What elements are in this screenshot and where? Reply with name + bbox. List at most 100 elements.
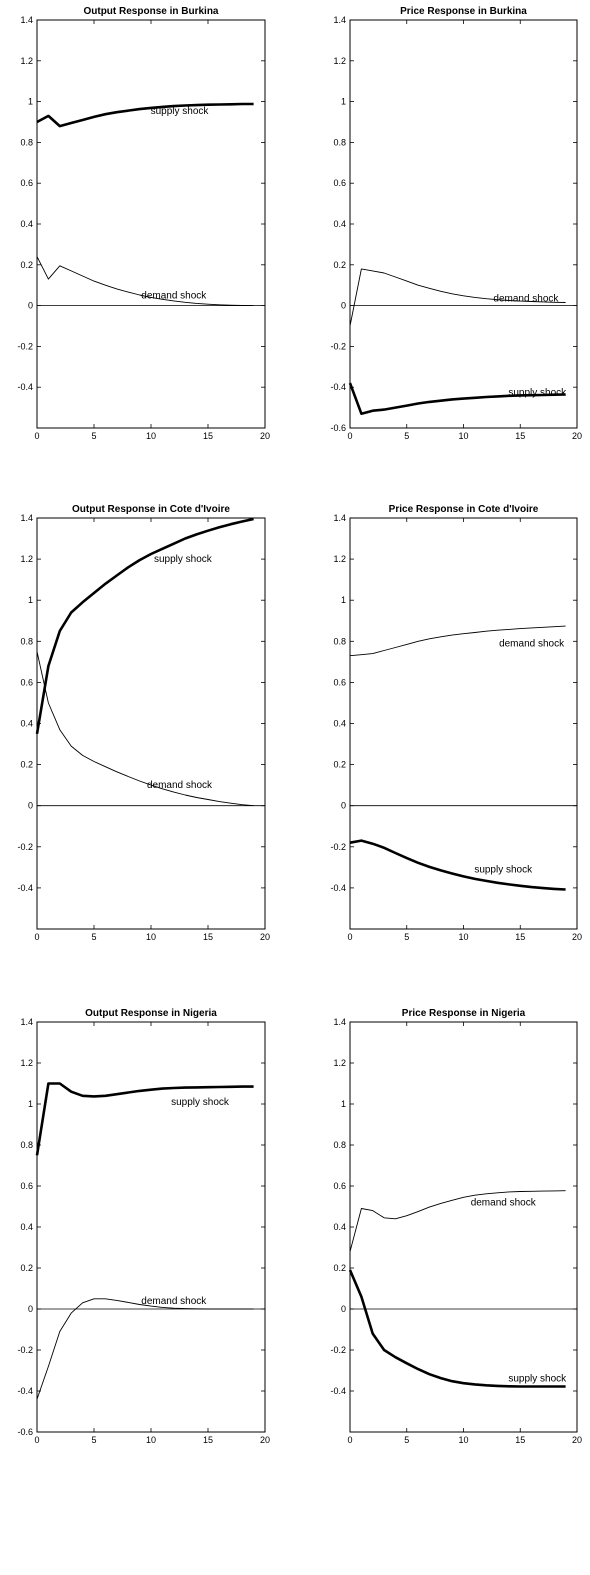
y-tick-label: 1.2 bbox=[333, 56, 346, 66]
axes-frame bbox=[36, 517, 266, 930]
x-tick-label: 15 bbox=[515, 1435, 525, 1445]
series-annotation: demand shock bbox=[141, 290, 207, 301]
y-tick-label: 0.8 bbox=[333, 137, 346, 147]
y-tick-label: 1.2 bbox=[20, 554, 33, 564]
chart-title: Output Response in Burkina bbox=[83, 6, 218, 17]
x-tick-label: 10 bbox=[146, 932, 156, 942]
x-tick-label: 0 bbox=[347, 431, 352, 441]
y-tick-label: 0.4 bbox=[333, 719, 346, 729]
x-tick-label: 20 bbox=[572, 1435, 582, 1445]
y-tick-label: -0.2 bbox=[330, 842, 346, 852]
y-tick-label: 0.4 bbox=[20, 719, 33, 729]
y-tick-label: 0.6 bbox=[20, 1181, 33, 1191]
y-tick-label: 1 bbox=[341, 97, 346, 107]
y-tick-label: 0.2 bbox=[20, 260, 33, 270]
y-tick-label: 1.4 bbox=[20, 513, 33, 523]
y-tick-label: 1.4 bbox=[333, 513, 346, 523]
y-tick-label: 0.4 bbox=[333, 219, 346, 229]
x-tick-label: 20 bbox=[260, 431, 270, 441]
series-annotation: supply shock bbox=[474, 864, 533, 875]
y-tick-label: 0.6 bbox=[333, 1181, 346, 1191]
demand-shock-line bbox=[36, 651, 254, 807]
y-tick-label: 1.2 bbox=[333, 554, 346, 564]
y-tick-label: 0.8 bbox=[333, 636, 346, 646]
chart-panel: Output Response in Nigeria -0.6 -0.4 -0.2 0 0… bbox=[17, 1008, 270, 1445]
supply-shock-line bbox=[348, 1269, 566, 1388]
x-tick-label: 0 bbox=[347, 1435, 352, 1445]
series-annotation: demand shock bbox=[493, 293, 559, 304]
demand-shock-line bbox=[349, 625, 566, 657]
chart-title: Output Response in Nigeria bbox=[85, 1008, 217, 1019]
x-tick-label: 5 bbox=[404, 932, 409, 942]
y-tick-label: 0.2 bbox=[333, 1263, 346, 1273]
axes-frame bbox=[349, 517, 578, 930]
y-tick-label: -0.2 bbox=[330, 341, 346, 351]
supply-shock-line bbox=[348, 382, 566, 416]
axes-frame bbox=[349, 1021, 578, 1433]
y-tick-label: 1.2 bbox=[333, 1058, 346, 1068]
y-tick-label: 0.2 bbox=[333, 260, 346, 270]
chart-title: Price Response in Cote d'Ivoire bbox=[389, 504, 539, 515]
y-tick-label: -0.6 bbox=[17, 1427, 33, 1437]
x-tick-label: 0 bbox=[34, 431, 39, 441]
x-tick-label: 20 bbox=[260, 1435, 270, 1445]
y-tick-label: 1.2 bbox=[20, 56, 33, 66]
x-tick-label: 10 bbox=[458, 431, 468, 441]
y-tick-label: 0.2 bbox=[20, 760, 33, 770]
y-tick-label: 1 bbox=[341, 1099, 346, 1109]
series-annotation: supply shock bbox=[151, 106, 210, 117]
x-tick-label: 0 bbox=[34, 932, 39, 942]
x-tick-label: 10 bbox=[146, 431, 156, 441]
y-tick-label: 0 bbox=[341, 301, 346, 311]
y-tick-label: 0.8 bbox=[20, 636, 33, 646]
y-tick-label: -0.4 bbox=[17, 883, 33, 893]
supply-shock-line bbox=[35, 517, 254, 735]
y-tick-label: 0.4 bbox=[20, 1222, 33, 1232]
series-annotation: demand shock bbox=[499, 638, 565, 649]
y-tick-label: 0 bbox=[28, 1304, 33, 1314]
y-tick-label: 0.6 bbox=[333, 677, 346, 687]
axes-frame bbox=[349, 19, 578, 429]
y-tick-label: 0.4 bbox=[333, 1222, 346, 1232]
y-tick-label: 0.4 bbox=[20, 219, 33, 229]
y-tick-label: -0.6 bbox=[330, 423, 346, 433]
y-tick-label: 0.8 bbox=[20, 137, 33, 147]
x-tick-label: 15 bbox=[203, 431, 213, 441]
y-tick-label: -0.4 bbox=[330, 1386, 346, 1396]
chart-panel: Output Response in Cote d'Ivoire -0.4 -0.2… bbox=[17, 504, 270, 942]
y-tick-label: 0.8 bbox=[333, 1140, 346, 1150]
y-tick-label: -0.4 bbox=[17, 1386, 33, 1396]
y-tick-label: 0 bbox=[341, 1304, 346, 1314]
chart-panel: Price Response in Burkina -0.6 -0.4 -0.2 0 0.… bbox=[330, 6, 582, 441]
y-tick-label: 0.2 bbox=[20, 1263, 33, 1273]
y-tick-label: 0.6 bbox=[333, 178, 346, 188]
x-tick-label: 15 bbox=[203, 1435, 213, 1445]
x-tick-label: 10 bbox=[458, 932, 468, 942]
y-tick-label: 1 bbox=[28, 595, 33, 605]
axes-frame bbox=[36, 19, 266, 429]
series-annotation: supply shock bbox=[154, 554, 213, 565]
x-tick-label: 20 bbox=[572, 932, 582, 942]
x-tick-label: 20 bbox=[572, 431, 582, 441]
y-tick-label: -0.2 bbox=[330, 1345, 346, 1355]
chart-title: Output Response in Cote d'Ivoire bbox=[72, 504, 230, 515]
y-tick-label: 0.8 bbox=[20, 1140, 33, 1150]
supply-shock-line bbox=[349, 839, 566, 891]
demand-shock-line bbox=[349, 1190, 566, 1252]
chart-panel: Output Response in Burkina -0.4 -0.2 0 0.2 0.… bbox=[17, 6, 270, 441]
y-tick-label: 0 bbox=[341, 801, 346, 811]
y-tick-label: 0 bbox=[28, 801, 33, 811]
x-tick-label: 15 bbox=[515, 932, 525, 942]
series-annotation: demand shock bbox=[141, 1296, 207, 1307]
y-tick-label: -0.4 bbox=[330, 883, 346, 893]
y-tick-label: 1 bbox=[28, 97, 33, 107]
demand-shock-line bbox=[36, 256, 254, 307]
x-tick-label: 5 bbox=[91, 431, 96, 441]
x-tick-label: 10 bbox=[146, 1435, 156, 1445]
demand-shock-line bbox=[349, 268, 566, 327]
y-tick-label: 1 bbox=[28, 1099, 33, 1109]
x-tick-label: 15 bbox=[515, 431, 525, 441]
y-tick-label: 1.4 bbox=[20, 15, 33, 25]
y-tick-label: -0.4 bbox=[17, 382, 33, 392]
